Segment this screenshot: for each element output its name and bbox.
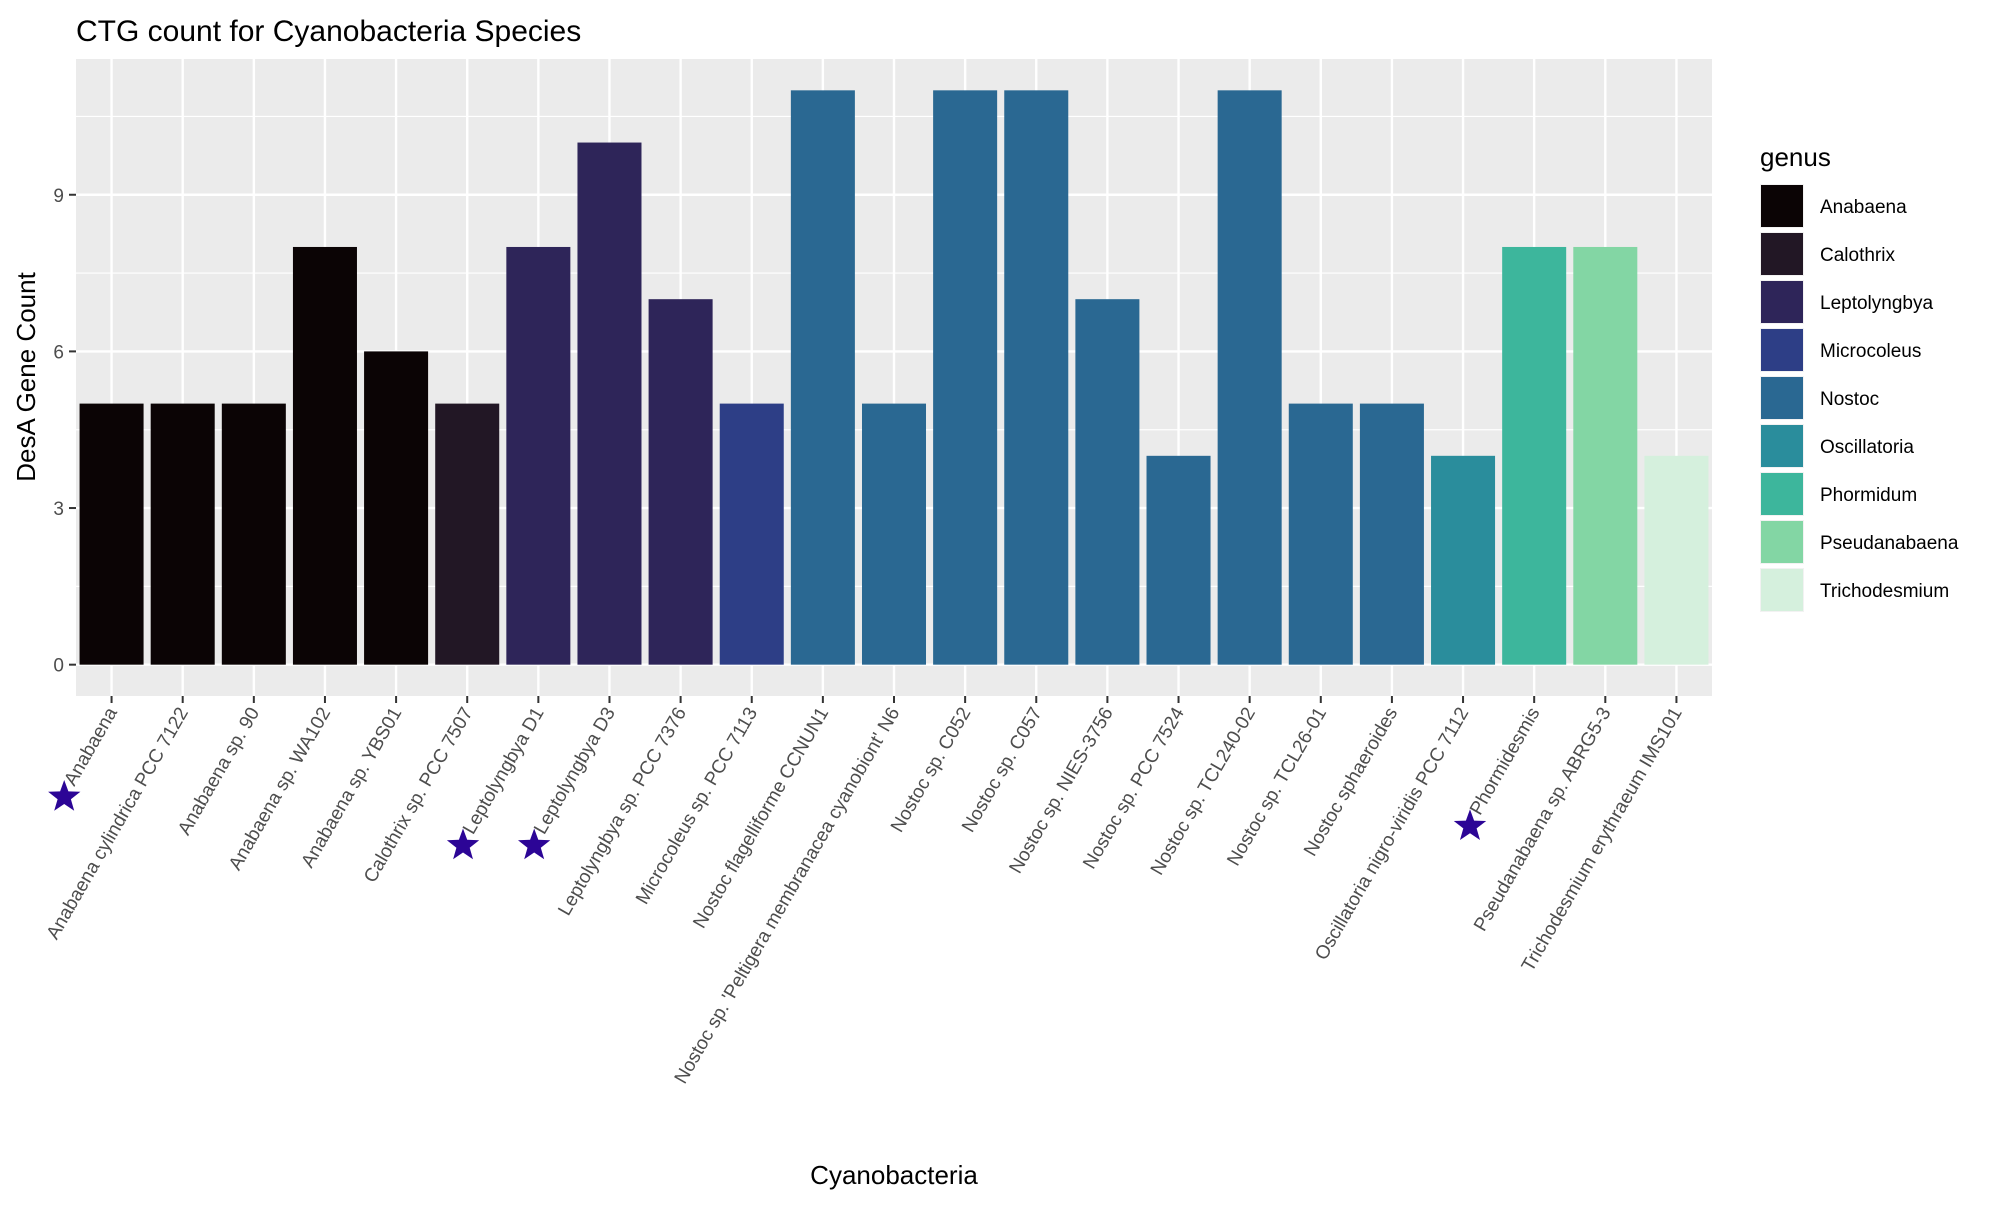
bar	[150, 403, 215, 665]
y-tick-label: 9	[53, 186, 64, 207]
y-tick-label: 6	[53, 342, 64, 363]
x-tick-label: Phormidesmis	[1466, 704, 1544, 819]
bar	[1146, 455, 1211, 665]
star-marker-icon	[48, 780, 81, 811]
star-marker-icon	[518, 828, 551, 860]
bar	[1431, 455, 1496, 665]
bar	[719, 403, 784, 665]
bar	[577, 142, 642, 665]
legend-swatch	[1761, 377, 1803, 419]
x-tick-label: Nostoc flagelliforme CCNUN1	[689, 704, 833, 932]
x-tick-label: Oscillatoria nigro-viridis PCC 7112	[1311, 704, 1473, 964]
y-axis: 0 3 6 9	[53, 186, 76, 677]
legend-label: Microcoleus	[1820, 341, 1921, 362]
bar	[1075, 299, 1140, 665]
x-tick-label: Nostoc sp. C052	[887, 704, 975, 836]
x-axis-title: Cyanobacteria	[810, 1160, 978, 1190]
bar	[221, 403, 286, 665]
bar	[1644, 455, 1709, 665]
legend-title: genus	[1760, 142, 1831, 172]
x-tick-label: Anabaena cylindrica PCC 7122	[43, 704, 193, 943]
legend: genus Anabaena Calothrix Leptolyngbya Micro…	[1760, 142, 1959, 612]
legend-swatch	[1761, 233, 1803, 275]
legend-label: Oscillatoria	[1820, 437, 1914, 458]
x-tick-label: Microcoleus sp. PCC 7113	[632, 704, 762, 908]
bar-group	[79, 90, 1709, 665]
legend-swatch	[1761, 281, 1803, 323]
bar	[292, 246, 357, 665]
legend-label: Nostoc	[1820, 389, 1879, 410]
bar	[364, 351, 429, 665]
bar	[790, 90, 855, 665]
bar	[861, 403, 927, 665]
bar	[1217, 90, 1282, 665]
bar	[1573, 246, 1638, 665]
legend-swatch	[1761, 521, 1803, 563]
legend-label: Calothrix	[1820, 245, 1895, 266]
bar	[648, 299, 713, 665]
y-axis-title: DesA Gene Count	[11, 271, 41, 481]
bar	[506, 246, 571, 665]
legend-label: Trichodesmium	[1820, 581, 1949, 602]
x-tick-label: Leptolyngbya sp. PCC 7376	[554, 704, 690, 919]
legend-swatch	[1761, 569, 1803, 611]
bar	[1288, 403, 1353, 665]
legend-swatch	[1761, 425, 1803, 467]
y-tick-label: 0	[53, 656, 64, 677]
legend-label: Anabaena	[1820, 197, 1907, 218]
bar	[79, 403, 144, 665]
chart-title: CTG count for Cyanobacteria Species	[76, 15, 581, 48]
legend-label: Leptolyngbya	[1820, 293, 1933, 314]
legend-label: Phormidum	[1820, 485, 1917, 506]
legend-swatch	[1761, 185, 1803, 227]
star-marker-icon	[1453, 809, 1487, 840]
star-marker-icon	[446, 828, 480, 860]
x-tick-label: Pseudanabaena sp. ABRG5-3	[1470, 704, 1615, 935]
bar	[1004, 90, 1069, 665]
bar	[1359, 403, 1424, 665]
legend-label: Pseudanabaena	[1820, 533, 1959, 554]
bar	[435, 403, 500, 665]
legend-swatch	[1761, 473, 1803, 515]
bar	[1502, 246, 1567, 665]
x-tick-label: Anabaena	[60, 704, 122, 790]
x-tick-label: Nostoc sp. C057	[958, 704, 1046, 836]
bar	[933, 90, 998, 665]
legend-swatch	[1761, 329, 1803, 371]
y-tick-label: 3	[53, 499, 64, 520]
